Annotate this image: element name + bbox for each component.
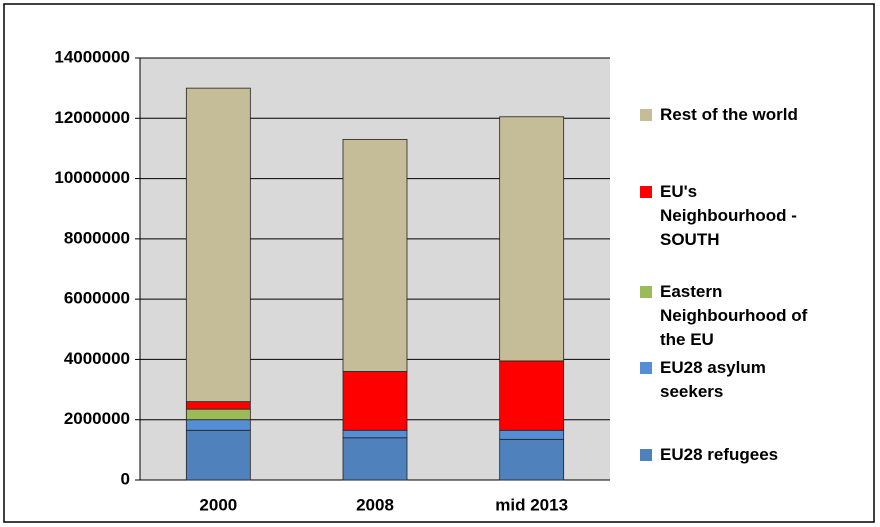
y-tick-label: 14000000 [54,47,130,66]
legend-item: Eastern Neighbourhood of the EU [640,280,860,352]
bar-segment [499,429,565,440]
bar-segment [185,429,251,481]
legend-label: Rest of the world [660,105,798,124]
bar-segment [185,419,251,431]
legend-item: EU28 asylum seekers [640,356,860,404]
legend-label: EU's Neighbourhood - SOUTH [660,182,797,249]
legend-swatch [640,362,652,374]
legend-label: EU28 refugees [660,445,779,464]
legend-swatch [640,286,652,298]
legend-swatch [640,449,652,461]
legend-swatch [640,186,652,198]
x-tick-label: mid 2013 [495,495,568,514]
bar-segment [342,138,408,372]
y-tick-label: 4000000 [64,349,130,368]
legend-label: Eastern Neighbourhood of the EU [660,282,808,349]
bar-segment [499,360,565,431]
bar-segment [342,437,408,481]
legend-item: EU28 refugees [640,443,860,467]
bar-segment [499,116,565,362]
x-tick-label: 2008 [356,495,394,514]
bar-segment [185,87,251,403]
bar-segment [499,438,565,481]
legend-item: EU's Neighbourhood - SOUTH [640,180,860,252]
y-tick-label: 0 [121,469,130,488]
bar-segment [342,429,408,439]
bar-segment [342,371,408,431]
bar-segment [185,408,251,421]
y-tick-label: 12000000 [54,108,130,127]
legend-label: EU28 asylum seekers [660,358,766,401]
y-tick-label: 6000000 [64,289,130,308]
bar-segment [185,401,251,410]
y-tick-label: 2000000 [64,409,130,428]
x-tick-label: 2000 [199,495,237,514]
legend-swatch [640,109,652,121]
y-tick-label: 10000000 [54,168,130,187]
y-tick-label: 8000000 [64,228,130,247]
legend-item: Rest of the world [640,103,860,127]
